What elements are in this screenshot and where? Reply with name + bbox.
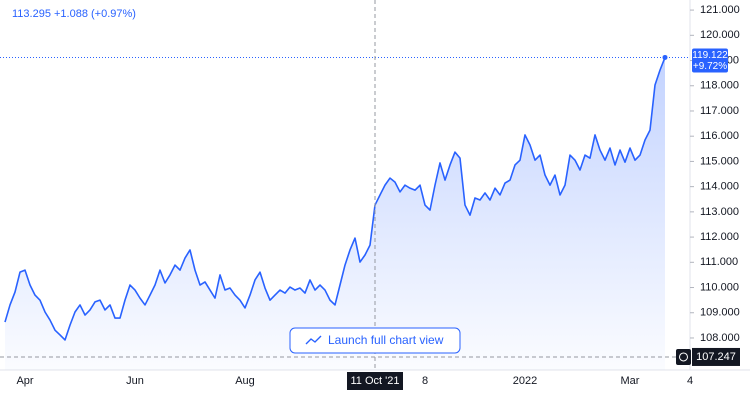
y-tick-label: 109.000 xyxy=(700,307,740,319)
x-tick-label: Aug xyxy=(235,375,255,387)
x-tick-label: Jun xyxy=(126,375,144,387)
y-tick-label: 116.000 xyxy=(700,130,739,142)
x-tick-label: Mar xyxy=(621,375,640,387)
y-tick-label: 113.000 xyxy=(700,206,739,218)
y-tick-label: 115.000 xyxy=(700,155,739,167)
y-tick-label: 120.000 xyxy=(700,29,740,41)
area xyxy=(5,57,665,370)
clock-icon-bg xyxy=(676,348,691,365)
launch-button[interactable] xyxy=(289,327,461,354)
y-tick-label: 110.000 xyxy=(700,281,739,293)
y-tick-label: 112.000 xyxy=(700,231,739,243)
line xyxy=(4,57,666,341)
y-tick-label: 111.000 xyxy=(700,256,738,268)
crosshair-x-label-bg xyxy=(347,372,403,390)
clock-icon xyxy=(679,352,688,362)
launch-button-icon xyxy=(305,335,322,345)
x-tick-label: 2022 xyxy=(513,375,537,387)
crosshair-y-label-bg xyxy=(692,347,740,366)
last-price-label-bg xyxy=(692,48,728,73)
x-tick-label: Apr xyxy=(16,375,33,387)
launch-button-text: Launch full chart view xyxy=(328,333,444,347)
crosshair-y-label: 107.247 xyxy=(696,351,736,363)
last-change-label: +9.72% xyxy=(693,61,727,72)
legend-text: 113.295 +1.088 (+0.97%) xyxy=(12,8,136,20)
plot-area xyxy=(0,0,690,370)
x-tick-label: 4 xyxy=(687,375,693,387)
y-tick-label: 118.000 xyxy=(700,80,739,92)
last-point xyxy=(662,54,668,60)
y-tick-label: 121.000 xyxy=(700,4,740,16)
y-tick-label: 114.000 xyxy=(700,181,739,193)
x-tick-label: 8 xyxy=(422,375,428,387)
y-tick-label: 117.000 xyxy=(700,105,739,117)
y-tick-label: 108.000 xyxy=(700,332,740,344)
x-tick-label: 11 Oct '21 xyxy=(351,375,400,387)
last-price-label: 119.122 xyxy=(692,50,728,61)
